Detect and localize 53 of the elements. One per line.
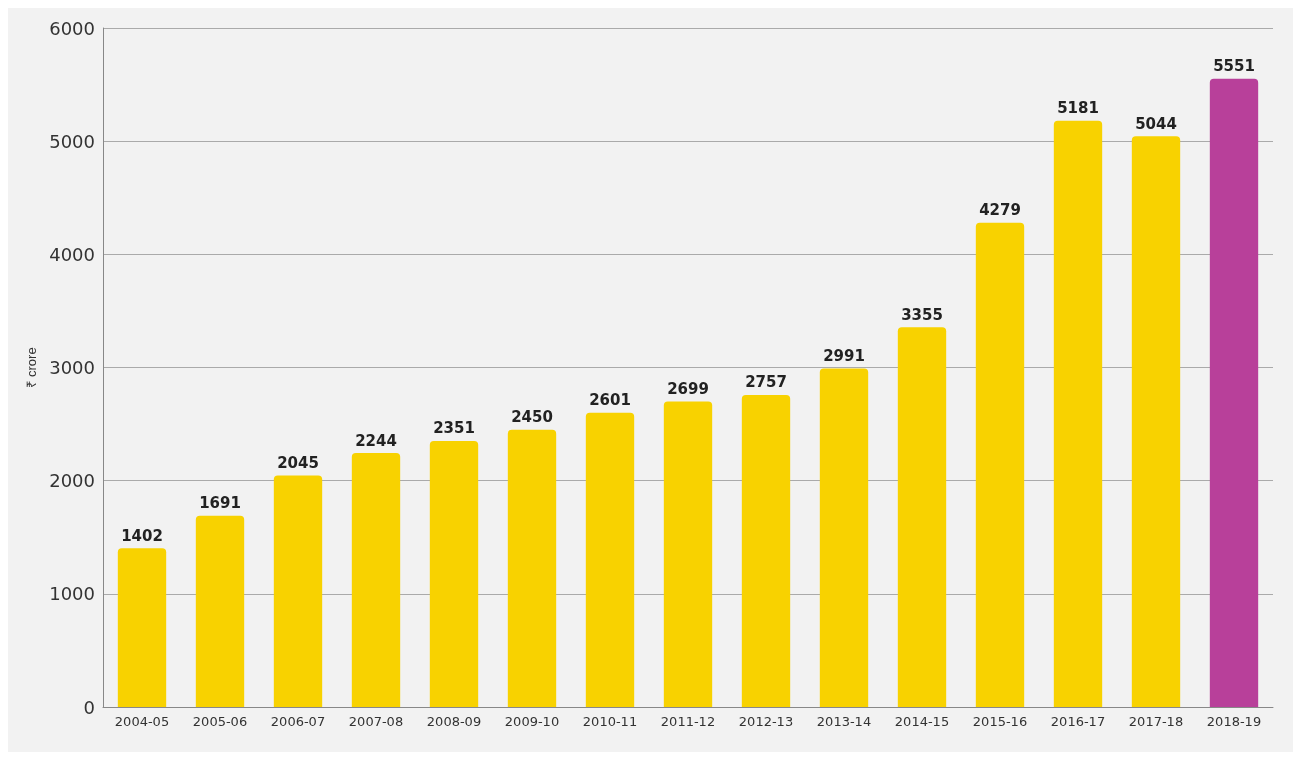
y-tick-label: 2000 (49, 470, 95, 492)
data-label: 5044 (1135, 114, 1177, 133)
bar (429, 440, 479, 707)
bar (117, 548, 167, 707)
bar (819, 368, 869, 707)
y-tick-label: 6000 (49, 17, 95, 39)
bar (1209, 78, 1259, 707)
x-tick-label: 2010-11 (582, 714, 638, 729)
x-tick-label: 2011-12 (660, 714, 716, 729)
y-tick-label: 4000 (49, 243, 95, 265)
data-label: 2757 (745, 373, 787, 392)
data-label: 2244 (355, 431, 397, 450)
x-tick-label: 2013-14 (816, 714, 872, 729)
data-label: 5551 (1213, 57, 1255, 76)
x-tick-label: 2009-10 (504, 714, 560, 729)
y-tick-label: 5000 (49, 130, 95, 152)
x-tick-label: 2015-16 (972, 714, 1028, 729)
x-tick-label: 2007-08 (348, 714, 404, 729)
x-tick-label: 2008-09 (426, 714, 482, 729)
x-tick-label: 2004-05 (114, 714, 170, 729)
x-tick-label: 2005-06 (192, 714, 248, 729)
y-tick-label: 0 (83, 696, 95, 718)
y-tick-label: 3000 (49, 357, 95, 378)
x-tick-label: 2006-07 (270, 714, 326, 729)
data-label: 2450 (511, 408, 553, 427)
data-label: 2601 (589, 391, 631, 410)
data-label: 2351 (433, 419, 475, 438)
y-axis-title: ₹ crore (24, 347, 39, 388)
bar (507, 429, 557, 707)
bar (1053, 120, 1103, 707)
data-label: 2991 (823, 347, 865, 366)
data-label: 4279 (979, 201, 1021, 220)
data-label: 5181 (1057, 99, 1099, 118)
y-tick-label: 1000 (49, 583, 95, 605)
x-tick-label: 2016-17 (1050, 714, 1106, 729)
bar (1131, 136, 1181, 707)
data-label: 2045 (277, 454, 319, 473)
bar (741, 395, 791, 707)
x-tick-label: 2012-13 (738, 714, 794, 729)
bar (975, 222, 1025, 707)
bar (351, 453, 401, 707)
x-tick-label: 2018-19 (1206, 714, 1262, 729)
bar (897, 327, 947, 707)
bar (663, 401, 713, 707)
bar (273, 475, 323, 707)
data-label: 3355 (901, 305, 943, 324)
data-label: 1402 (121, 526, 163, 545)
bar (195, 515, 245, 707)
data-label: 1691 (199, 494, 241, 513)
data-label: 2699 (667, 380, 709, 399)
bar (585, 412, 635, 707)
x-tick-label: 2017-18 (1128, 714, 1184, 729)
x-tick-label: 2014-15 (894, 714, 950, 729)
